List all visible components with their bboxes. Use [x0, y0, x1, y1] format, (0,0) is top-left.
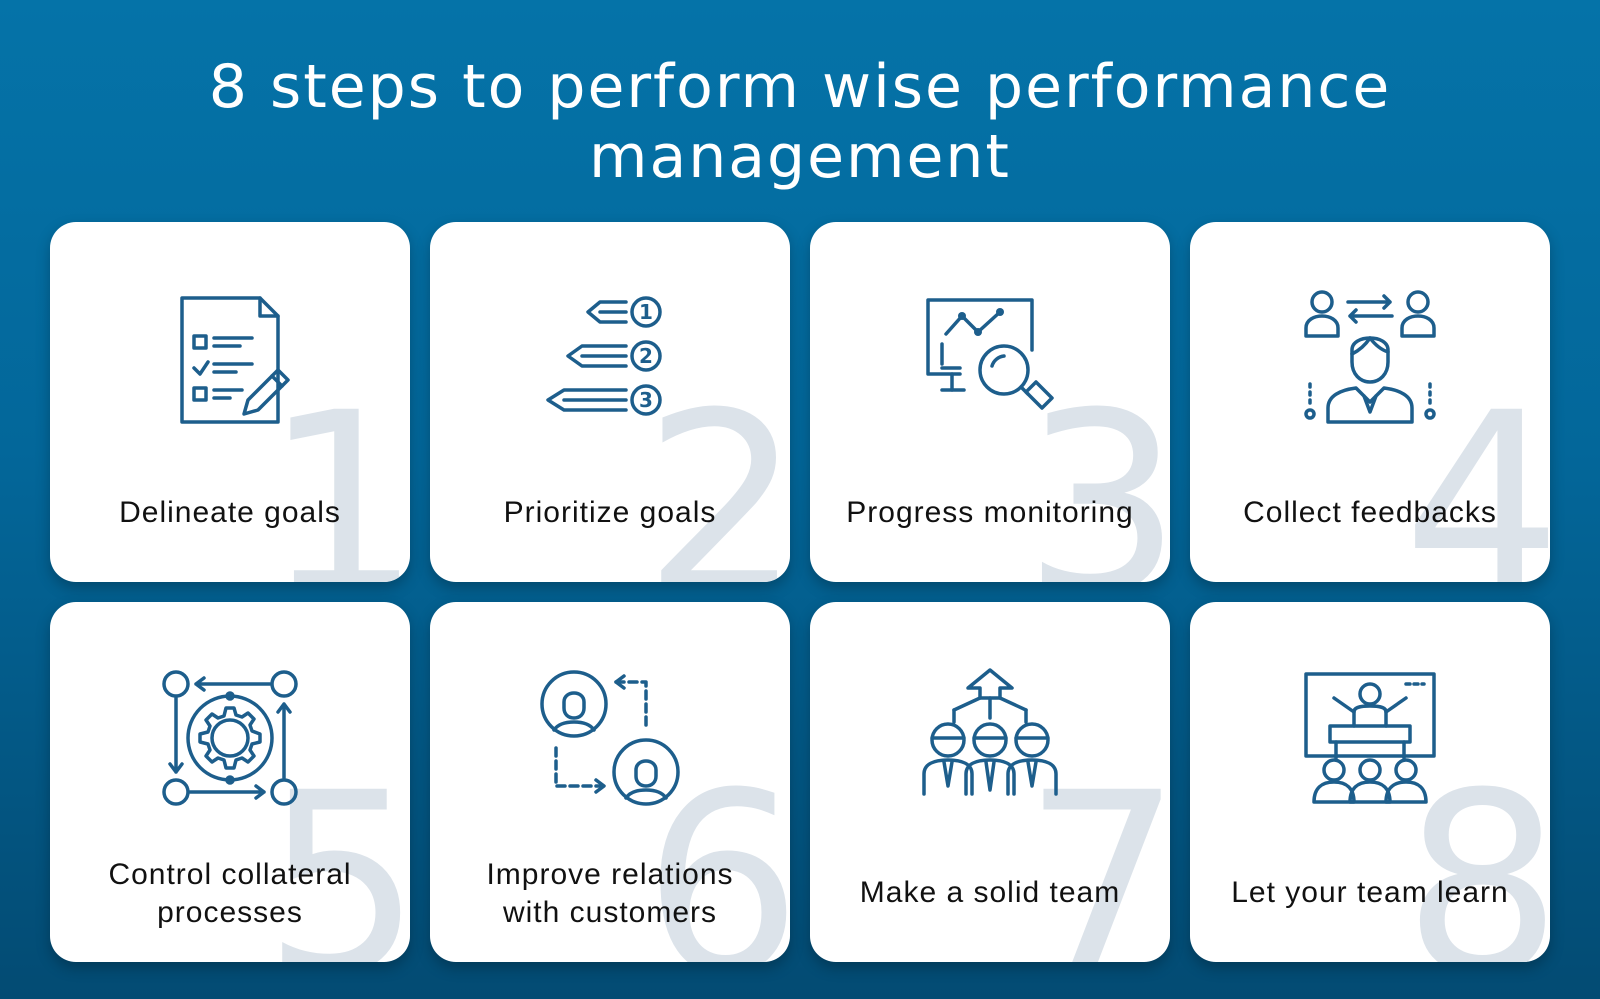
monitor-magnifier-icon — [920, 288, 1060, 428]
people-feedback-icon — [1300, 288, 1440, 428]
step-label-5: Control collateral processes — [50, 856, 410, 932]
checklist-document-icon — [160, 288, 300, 428]
step-card-4: 4 Collect feedbacks — [1190, 222, 1550, 582]
numbered-arrows-icon: 1 2 3 — [540, 288, 680, 428]
page-title: 8 steps to perform wise performance mana… — [208, 52, 1392, 192]
step-card-5: 5 Control collateral processes — [50, 602, 410, 962]
step-label-5-line-1: Control collateral — [108, 858, 352, 891]
step-card-2: 2 1 2 3 Prioritize goals — [430, 222, 790, 582]
step-label-5-line-2: processes — [157, 896, 303, 929]
step-card-8: 8 Let your team learn — [1190, 602, 1550, 962]
step-card-6: 6 Improve relations with customers — [430, 602, 790, 962]
step-label-8: Let your team learn — [1231, 876, 1509, 909]
priority-digit-3: 3 — [639, 388, 653, 412]
step-label-1: Delineate goals — [119, 496, 341, 529]
step-label-2: Prioritize goals — [503, 496, 717, 529]
step-label-6-line-2: with customers — [502, 896, 718, 929]
presentation-teaching-icon — [1300, 668, 1440, 808]
step-label-7: Make a solid team — [859, 876, 1121, 909]
step-label-4: Collect feedbacks — [1243, 496, 1497, 529]
step-card-7: 7 Make a solid team — [810, 602, 1170, 962]
step-label-6-line-1: Improve relations — [486, 858, 734, 891]
steps-grid: 1 Delineate goals 2 — [50, 222, 1550, 962]
team-arrow-icon — [920, 668, 1060, 808]
step-card-1: 1 Delineate goals — [50, 222, 410, 582]
gear-cycle-icon — [160, 668, 300, 808]
step-label-6: Improve relations with customers — [430, 856, 790, 932]
priority-digit-1: 1 — [639, 300, 653, 324]
step-card-3: 3 Progress monitoring — [810, 222, 1170, 582]
step-label-3: Progress monitoring — [846, 496, 1134, 529]
priority-digit-2: 2 — [639, 344, 653, 368]
customer-relations-icon — [540, 668, 680, 808]
